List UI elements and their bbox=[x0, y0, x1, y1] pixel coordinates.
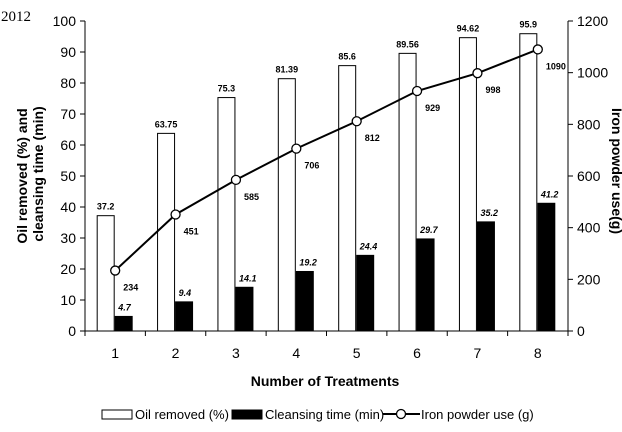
iron-powder-point bbox=[291, 143, 302, 154]
data-label-oil-removed: 75.3 bbox=[218, 84, 236, 94]
right-axis-title: Iron powder use(g) bbox=[609, 108, 622, 234]
bar-oil-removed bbox=[458, 37, 477, 332]
x-axis-title: Number of Treatments bbox=[251, 373, 400, 389]
legend-marker-iron-powder bbox=[395, 408, 407, 420]
data-label-oil-removed: 95.9 bbox=[520, 20, 538, 30]
bar-cleansing-time bbox=[537, 202, 556, 332]
data-label-oil-removed: 63.75 bbox=[155, 119, 178, 129]
right-y-tick-label: 1200 bbox=[577, 13, 608, 29]
iron-powder-point bbox=[532, 44, 543, 55]
left-y-tick-label: 40 bbox=[60, 199, 76, 215]
data-label-iron-powder: 706 bbox=[304, 161, 319, 171]
left-y-tick-label: 60 bbox=[60, 137, 76, 153]
data-label-cleansing-time: 29.7 bbox=[419, 225, 439, 235]
iron-powder-point bbox=[110, 265, 121, 276]
legend-label-iron-powder: Iron powder use (g) bbox=[421, 407, 534, 422]
bar-cleansing-time bbox=[295, 270, 314, 332]
x-tick-label: 2 bbox=[172, 345, 180, 361]
bar-cleansing-time bbox=[175, 301, 194, 332]
iron-powder-point bbox=[351, 116, 362, 127]
data-label-cleansing-time: 24.4 bbox=[359, 241, 378, 251]
data-label-cleansing-time: 35.2 bbox=[480, 208, 498, 218]
plot-area: 0102030405060708090100020040060080010001… bbox=[53, 13, 609, 361]
iron-powder-point bbox=[170, 209, 181, 220]
data-label-iron-powder: 929 bbox=[425, 103, 440, 113]
data-label-oil-removed: 94.62 bbox=[457, 24, 480, 34]
iron-powder-point bbox=[472, 68, 483, 79]
legend-label-cleansing-time: Cleansing time (min) bbox=[265, 407, 384, 422]
data-label-cleansing-time: 19.2 bbox=[299, 257, 317, 267]
data-label-iron-powder: 998 bbox=[485, 85, 500, 95]
data-label-iron-powder: 585 bbox=[244, 192, 259, 202]
data-label-cleansing-time: 41.2 bbox=[540, 189, 559, 199]
bar-oil-removed bbox=[157, 132, 176, 332]
legend-label-oil-removed: Oil removed (%) bbox=[135, 407, 229, 422]
x-tick-label: 7 bbox=[474, 345, 482, 361]
data-label-iron-powder: 1090 bbox=[546, 61, 566, 71]
bar-cleansing-time bbox=[416, 238, 435, 332]
data-label-iron-powder: 451 bbox=[184, 226, 199, 236]
data-label-oil-removed: 37.2 bbox=[97, 202, 115, 212]
left-y-tick-label: 50 bbox=[60, 168, 76, 184]
x-tick-label: 6 bbox=[413, 345, 421, 361]
data-label-oil-removed: 89.56 bbox=[396, 39, 419, 49]
bar-cleansing-time bbox=[356, 254, 375, 332]
data-label-cleansing-time: 14.1 bbox=[239, 273, 257, 283]
bar-oil-removed bbox=[217, 97, 236, 332]
right-y-tick-label: 800 bbox=[577, 116, 601, 132]
data-label-cleansing-time: 9.4 bbox=[179, 288, 192, 298]
left-y-tick-label: 30 bbox=[60, 230, 76, 246]
left-axis-title: Oil removed (%) and cleansing time (min) bbox=[14, 104, 46, 243]
bar-cleansing-time bbox=[235, 286, 254, 332]
left-y-tick-label: 90 bbox=[60, 44, 76, 60]
iron-powder-line bbox=[114, 48, 539, 272]
bar-cleansing-time bbox=[476, 221, 495, 332]
data-label-iron-powder: 234 bbox=[123, 283, 138, 293]
left-y-tick-label: 20 bbox=[60, 261, 76, 277]
x-tick-label: 3 bbox=[232, 345, 240, 361]
data-label-cleansing-time: 4.7 bbox=[117, 302, 132, 312]
right-y-tick-label: 200 bbox=[577, 271, 601, 287]
corner-year-text: 2012 bbox=[1, 9, 31, 25]
x-tick-label: 5 bbox=[353, 345, 361, 361]
legend: Oil removed (%) Cleansing time (min) Iron … bbox=[101, 407, 534, 422]
data-label-oil-removed: 85.6 bbox=[338, 52, 356, 62]
bar-cleansing-time bbox=[114, 315, 133, 332]
left-y-tick-label: 10 bbox=[60, 292, 76, 308]
left-y-tick-label: 70 bbox=[60, 106, 76, 122]
left-y-tick-label: 80 bbox=[60, 75, 76, 91]
right-y-tick-label: 400 bbox=[577, 220, 601, 236]
legend-swatch-cleansing-time bbox=[231, 409, 263, 420]
bar-oil-removed bbox=[398, 52, 417, 332]
legend-swatch-oil-removed bbox=[101, 409, 133, 420]
left-axis-title-line-2: cleansing time (min) bbox=[30, 106, 46, 241]
left-y-tick-label: 100 bbox=[53, 13, 77, 29]
right-y-tick-label: 600 bbox=[577, 168, 601, 184]
bar-oil-removed bbox=[338, 65, 357, 332]
iron-powder-point bbox=[411, 85, 423, 97]
bar-oil-removed bbox=[519, 33, 538, 332]
data-label-oil-removed: 81.39 bbox=[276, 65, 299, 75]
data-label-iron-powder: 812 bbox=[365, 133, 380, 143]
left-axis-title-line-1: Oil removed (%) and bbox=[14, 108, 30, 243]
right-y-tick-label: 0 bbox=[577, 323, 585, 339]
x-tick-label: 1 bbox=[111, 345, 119, 361]
x-tick-label: 8 bbox=[534, 345, 542, 361]
bar-oil-removed bbox=[277, 78, 296, 332]
left-y-tick-label: 0 bbox=[68, 323, 76, 339]
right-y-tick-label: 1000 bbox=[577, 65, 608, 81]
x-tick-label: 4 bbox=[292, 345, 300, 361]
iron-powder-point bbox=[230, 174, 242, 186]
